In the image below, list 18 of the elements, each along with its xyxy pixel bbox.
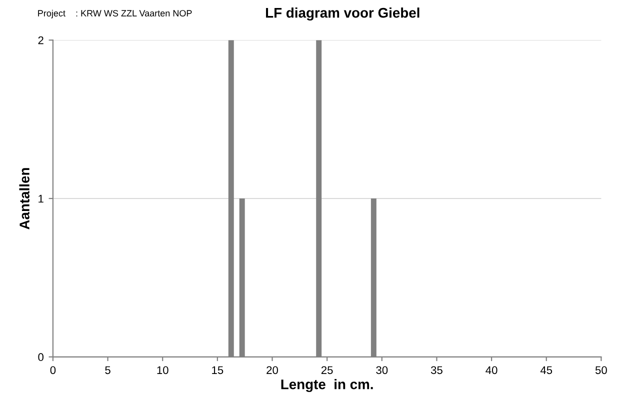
x-tick-label: 20 <box>266 366 278 374</box>
text: Project : KRW WS ZZL Vaarten NOP <box>38 10 192 18</box>
y-tick-label: 1 <box>38 194 44 203</box>
y-axis-title: Aantallen <box>19 168 30 230</box>
x-tick-label: 0 <box>50 366 56 374</box>
x-tick-label: 25 <box>321 366 333 374</box>
x-tick-label: 15 <box>212 366 224 374</box>
x-tick-label: 40 <box>486 366 498 374</box>
chart-title: LF diagram voor Giebel <box>266 8 420 21</box>
x-axis-title: Lengte in cm. <box>281 379 373 392</box>
x-tick-label: 35 <box>430 366 442 374</box>
y-tick-label: 0 <box>38 353 44 362</box>
y-tick-label: 2 <box>38 36 44 44</box>
x-tick-label: 5 <box>105 366 110 374</box>
x-tick-label: 10 <box>157 366 168 374</box>
x-tick-label: 50 <box>595 366 607 374</box>
x-tick-label: 30 <box>376 366 388 374</box>
x-tick-label: 45 <box>540 366 552 374</box>
